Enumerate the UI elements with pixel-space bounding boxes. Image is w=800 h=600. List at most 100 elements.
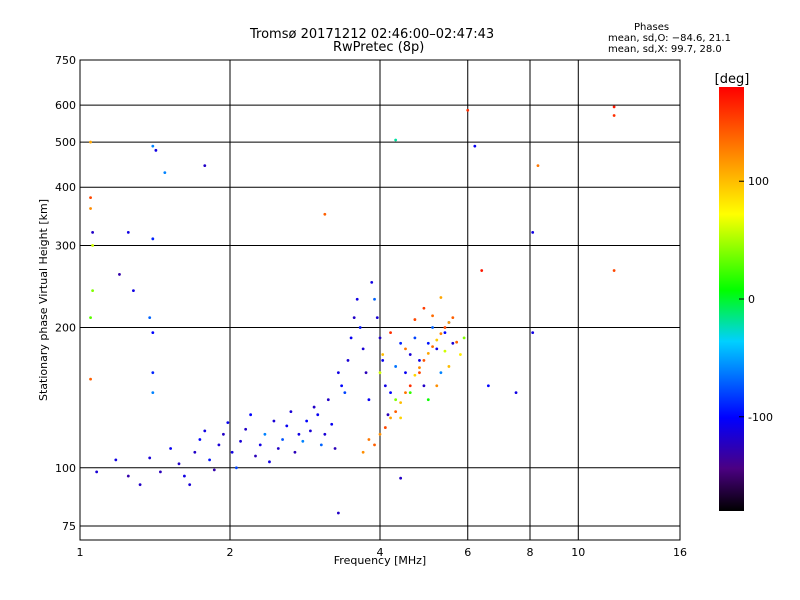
data-point xyxy=(326,398,330,402)
colorbar-tick-labels: 100 0 -100 xyxy=(739,175,773,424)
x-tick-label: 1 xyxy=(77,546,84,559)
data-point xyxy=(373,443,376,447)
data-point xyxy=(473,144,477,148)
data-point xyxy=(89,316,92,320)
data-point xyxy=(234,466,238,470)
data-point xyxy=(389,331,392,335)
data-point xyxy=(389,416,392,420)
data-point xyxy=(230,450,234,454)
data-point xyxy=(514,391,518,395)
data-point xyxy=(394,138,398,142)
data-point xyxy=(239,439,242,443)
plot-frame xyxy=(79,59,681,541)
data-point xyxy=(340,384,344,388)
data-point xyxy=(268,460,271,464)
data-point xyxy=(91,230,95,234)
data-point xyxy=(399,341,403,345)
y-tick-labels: 75 100 200 300 400 500 600 750 xyxy=(55,54,76,533)
data-point xyxy=(203,429,207,433)
data-points xyxy=(89,105,616,515)
data-point xyxy=(394,410,398,414)
data-point xyxy=(612,105,616,109)
data-point xyxy=(289,410,293,414)
data-point xyxy=(399,401,403,405)
data-point xyxy=(426,398,430,402)
data-point xyxy=(114,458,118,462)
data-point xyxy=(91,244,95,247)
data-point xyxy=(309,429,312,433)
data-point xyxy=(439,296,443,299)
data-point xyxy=(418,359,421,362)
data-point xyxy=(254,454,257,458)
data-point xyxy=(536,164,540,168)
y-tick-label: 75 xyxy=(62,520,76,533)
data-point xyxy=(443,349,447,353)
data-point xyxy=(305,419,309,423)
data-point xyxy=(89,207,92,210)
y-tick-label: 200 xyxy=(55,322,76,335)
data-point xyxy=(118,273,121,276)
data-point xyxy=(217,443,221,447)
y-tick-label: 750 xyxy=(55,54,76,67)
data-point xyxy=(404,371,407,375)
data-point xyxy=(316,413,320,417)
data-point xyxy=(346,359,350,362)
data-point xyxy=(151,144,155,148)
x-tick-label: 4 xyxy=(377,546,384,559)
data-point xyxy=(151,391,155,395)
data-point xyxy=(422,384,426,388)
data-point xyxy=(222,432,225,436)
data-point xyxy=(336,511,340,515)
data-point xyxy=(336,371,340,375)
data-point xyxy=(323,212,327,216)
data-point xyxy=(462,336,466,340)
data-point xyxy=(394,365,398,368)
data-point xyxy=(358,326,362,329)
grid-lines xyxy=(80,60,680,540)
data-point xyxy=(297,432,301,436)
data-point xyxy=(272,419,276,423)
x-axis-label: Frequency [MHz] xyxy=(334,554,426,567)
data-point xyxy=(198,438,202,441)
data-point xyxy=(408,353,412,356)
data-point xyxy=(364,371,368,375)
x-tick-label: 10 xyxy=(571,546,585,559)
data-point xyxy=(226,421,230,425)
data-point xyxy=(163,171,167,174)
data-point xyxy=(404,347,407,351)
data-point xyxy=(148,316,152,320)
data-point xyxy=(394,398,398,402)
data-point xyxy=(480,269,484,272)
data-point xyxy=(126,230,130,234)
data-point xyxy=(413,318,417,321)
y-tick-label: 100 xyxy=(55,462,76,475)
data-point xyxy=(148,456,152,460)
data-point xyxy=(249,413,253,417)
data-point xyxy=(378,371,382,375)
data-point xyxy=(352,316,356,320)
data-point xyxy=(151,371,155,375)
x-tick-label: 2 xyxy=(227,546,234,559)
data-point xyxy=(367,438,371,441)
data-point xyxy=(285,424,289,428)
x-tick-label: 16 xyxy=(673,546,687,559)
data-point xyxy=(263,432,267,436)
data-point xyxy=(281,438,284,441)
data-point xyxy=(378,336,382,340)
data-point xyxy=(203,164,207,168)
data-point xyxy=(349,336,353,340)
data-point xyxy=(333,447,337,450)
data-point xyxy=(612,269,616,272)
data-point xyxy=(389,391,392,395)
data-point xyxy=(404,391,407,395)
chart-subtitle: RwPretec (8p) xyxy=(333,40,425,55)
colorbar-tick-label: 0 xyxy=(748,293,755,306)
data-point xyxy=(312,405,316,409)
data-point xyxy=(386,413,390,417)
data-point xyxy=(435,384,439,388)
data-point xyxy=(89,196,92,200)
data-point xyxy=(89,140,92,144)
data-point xyxy=(159,470,162,474)
phases-annotation-line-1: mean, sd,O: −84.6, 21.1 xyxy=(608,33,731,44)
